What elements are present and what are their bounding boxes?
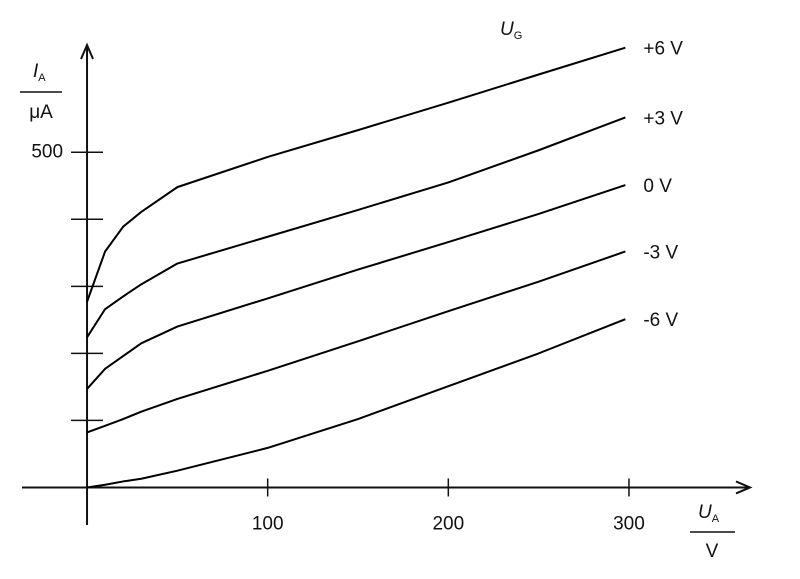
x-tick-label: 200 bbox=[432, 513, 464, 534]
x-tick-label: 300 bbox=[613, 513, 645, 534]
series-line bbox=[86, 116, 626, 338]
y-axis-unit: μA bbox=[29, 102, 53, 123]
series-label: +6 V bbox=[643, 39, 683, 60]
series-line bbox=[86, 250, 626, 434]
y-axis-arrow bbox=[80, 42, 94, 60]
y-label-quantity: I bbox=[33, 61, 39, 82]
x-label-subscript: A bbox=[712, 513, 720, 525]
series-label: -6 V bbox=[643, 310, 678, 331]
legend-title-quantity: U bbox=[500, 19, 514, 40]
y-label-subscript: A bbox=[38, 72, 46, 84]
y-tick-label: 500 bbox=[31, 141, 63, 162]
y-axis-label: IA bbox=[33, 61, 46, 84]
series-line bbox=[86, 184, 626, 390]
x-tick-label: 100 bbox=[252, 513, 284, 534]
x-axis-label: UA bbox=[698, 502, 720, 525]
series-label: 0 V bbox=[643, 176, 672, 197]
x-label-quantity: U bbox=[698, 502, 712, 523]
series-label: +3 V bbox=[643, 108, 683, 129]
legend-title: UG bbox=[500, 19, 522, 42]
series-label: -3 V bbox=[643, 242, 678, 263]
series-line bbox=[86, 318, 626, 489]
legend-title-subscript: G bbox=[514, 30, 523, 42]
x-axis-arrow bbox=[735, 480, 753, 495]
series-line bbox=[86, 46, 626, 303]
x-axis-unit: V bbox=[706, 541, 719, 562]
